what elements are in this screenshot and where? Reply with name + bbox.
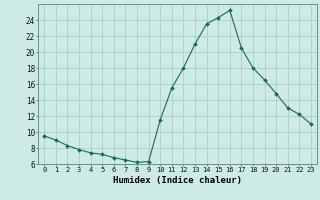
X-axis label: Humidex (Indice chaleur): Humidex (Indice chaleur) — [113, 176, 242, 185]
